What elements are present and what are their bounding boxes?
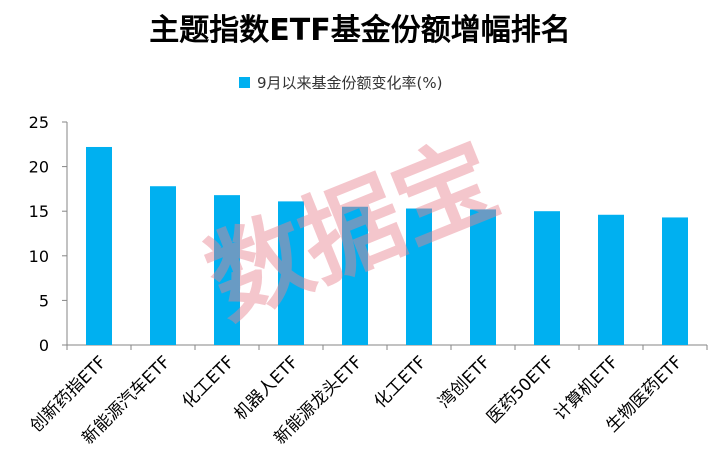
bar bbox=[406, 208, 432, 345]
legend-swatch bbox=[239, 77, 250, 88]
y-tick-label: 15 bbox=[29, 202, 49, 221]
category-label: 化工ETF bbox=[370, 352, 430, 412]
bar bbox=[470, 209, 496, 345]
legend: 9月以来基金份额变化率(%) bbox=[239, 74, 443, 92]
bar bbox=[278, 201, 304, 345]
y-tick-label: 10 bbox=[29, 247, 49, 266]
y-axis: 0 5 10 15 20 25 bbox=[29, 113, 68, 355]
bar bbox=[214, 195, 240, 345]
bar bbox=[150, 186, 176, 345]
chart-title: 主题指数ETF基金份额增幅排名 bbox=[149, 13, 570, 48]
bar bbox=[598, 214, 624, 345]
legend-label: 9月以来基金份额变化率(%) bbox=[257, 74, 443, 92]
y-tick-label: 0 bbox=[39, 336, 49, 355]
x-axis bbox=[66, 344, 708, 350]
category-label: 湾创ETF bbox=[434, 352, 494, 412]
y-tick-label: 25 bbox=[29, 113, 49, 132]
bar bbox=[662, 217, 688, 345]
y-tick-label: 5 bbox=[39, 291, 49, 310]
bar bbox=[534, 211, 560, 345]
bar bbox=[342, 206, 368, 345]
category-label: 医药50ETF bbox=[483, 352, 558, 427]
y-tick-label: 20 bbox=[29, 158, 49, 177]
bar bbox=[86, 146, 112, 345]
category-label: 化工ETF bbox=[178, 352, 238, 412]
bars bbox=[86, 146, 688, 345]
